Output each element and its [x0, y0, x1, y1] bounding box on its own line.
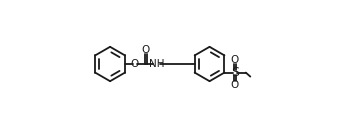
Text: O: O — [231, 80, 239, 90]
Text: O: O — [231, 55, 239, 65]
Text: O: O — [142, 45, 150, 55]
Text: NH: NH — [149, 59, 164, 69]
Text: S: S — [231, 66, 239, 79]
Text: O: O — [131, 59, 139, 69]
